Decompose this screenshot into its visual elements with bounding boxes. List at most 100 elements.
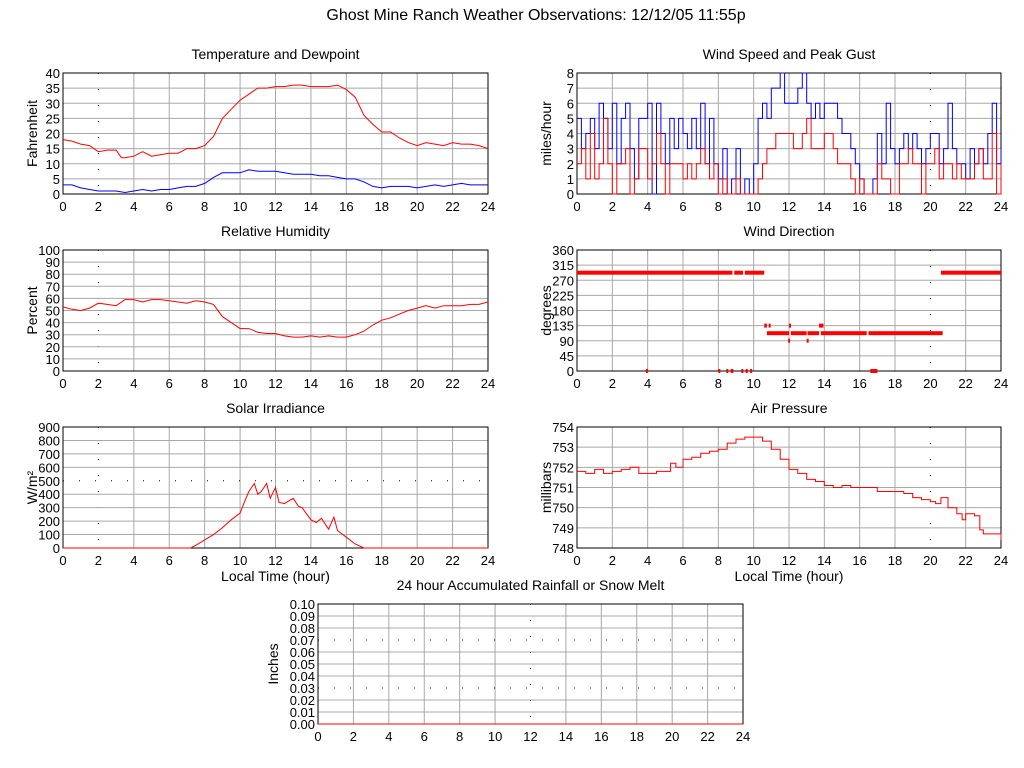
y-tick-label: 700	[38, 447, 60, 462]
series-line-peak-gust	[577, 72, 1002, 195]
y-tick-label: 225	[552, 288, 574, 303]
y-tick-label: 40	[46, 66, 60, 81]
x-tick-label: 22	[958, 376, 972, 391]
y-tick-label: 754	[552, 420, 574, 435]
x-tick-label: 18	[888, 553, 902, 568]
y-tick-label: 400	[38, 487, 60, 502]
y-axis-label: millibars	[538, 462, 554, 513]
wind-direction-mark	[741, 369, 744, 373]
y-tick-label: 35	[46, 81, 60, 96]
x-tick-label: 14	[304, 376, 318, 391]
y-tick-label: 753	[552, 440, 574, 455]
x-tick-label: 10	[233, 199, 247, 214]
y-tick-label: 20	[46, 340, 60, 355]
wind-direction-mark	[726, 369, 729, 373]
x-tick-label: 8	[715, 376, 722, 391]
series-line-temperature	[62, 84, 489, 159]
x-tick-label: 12	[268, 553, 282, 568]
chart-rainfall: 24 hour Accumulated Rainfall or Snow Mel…	[265, 577, 750, 744]
wind-direction-mark	[788, 338, 791, 343]
x-tick-label: 0	[59, 553, 66, 568]
plot-frame	[62, 249, 489, 372]
x-tick-label: 10	[233, 553, 247, 568]
x-tick-label: 10	[233, 376, 247, 391]
x-tick-label: 10	[746, 376, 760, 391]
y-tick-label: 5	[567, 111, 574, 126]
x-axis-label: Local Time (hour)	[735, 568, 844, 584]
wind-direction-mark	[734, 270, 744, 275]
x-tick-label: 0	[59, 376, 66, 391]
y-tick-label: 5	[53, 172, 60, 187]
wind-direction-mark	[730, 369, 734, 373]
y-tick-label: 100	[38, 243, 60, 258]
y-axis-label: W/m²	[24, 470, 40, 504]
y-tick-label: 0	[53, 541, 60, 556]
x-tick-label: 20	[923, 199, 937, 214]
x-tick-label: 20	[923, 553, 937, 568]
x-tick-label: 20	[410, 553, 424, 568]
y-tick-label: 752	[552, 460, 574, 475]
x-tick-label: 2	[350, 729, 357, 744]
y-tick-label: 20	[46, 127, 60, 142]
series-line-air-pressure	[577, 436, 1002, 540]
x-tick-label: 20	[923, 376, 937, 391]
y-tick-label: 749	[552, 521, 574, 536]
chart-title: Temperature and Dewpoint	[191, 46, 359, 62]
chart-title: Air Pressure	[750, 400, 827, 416]
plot-frame	[576, 72, 1002, 195]
y-tick-label: 4	[567, 127, 574, 142]
x-tick-label: 4	[644, 199, 651, 214]
x-tick-label: 0	[573, 376, 580, 391]
series-line-wind-speed	[577, 117, 1002, 195]
x-tick-label: 0	[573, 199, 580, 214]
y-tick-label: 6	[567, 96, 574, 111]
x-tick-label: 4	[130, 553, 137, 568]
chart-title: 24 hour Accumulated Rainfall or Snow Mel…	[397, 577, 665, 593]
page-title: Ghost Mine Ranch Weather Observations: 1…	[326, 7, 746, 24]
x-tick-label: 12	[782, 376, 796, 391]
chart-title: Relative Humidity	[221, 223, 330, 239]
x-tick-label: 24	[481, 199, 495, 214]
x-tick-label: 16	[339, 199, 353, 214]
x-tick-label: 2	[609, 553, 616, 568]
y-tick-label: 0.07	[290, 633, 315, 648]
x-tick-label: 22	[958, 553, 972, 568]
y-tick-label: 40	[46, 316, 60, 331]
x-tick-label: 8	[456, 729, 463, 744]
y-tick-label: 748	[552, 541, 574, 556]
y-tick-label: 751	[552, 481, 574, 496]
x-tick-label: 12	[268, 199, 282, 214]
chart-title: Solar Irradiance	[226, 400, 325, 416]
y-tick-label: 360	[552, 243, 574, 258]
wind-direction-mark	[768, 323, 771, 328]
y-tick-label: 300	[38, 501, 60, 516]
y-tick-label: 10	[46, 352, 60, 367]
y-tick-label: 0.05	[290, 657, 315, 672]
x-tick-label: 8	[715, 553, 722, 568]
y-tick-label: 750	[552, 501, 574, 516]
x-tick-label: 2	[609, 376, 616, 391]
x-tick-label: 22	[445, 553, 459, 568]
x-tick-label: 12	[782, 199, 796, 214]
y-axis-label: degrees	[538, 285, 554, 336]
x-tick-label: 6	[166, 376, 173, 391]
y-tick-label: 25	[46, 111, 60, 126]
x-tick-label: 12	[782, 553, 796, 568]
x-tick-label: 6	[679, 199, 686, 214]
x-tick-label: 14	[304, 553, 318, 568]
wind-direction-mark	[750, 369, 753, 373]
y-tick-label: 0	[567, 187, 574, 202]
y-tick-label: 70	[46, 279, 60, 294]
x-tick-label: 16	[339, 376, 353, 391]
x-tick-label: 16	[852, 199, 866, 214]
wind-direction-mark	[764, 323, 767, 328]
y-axis-label: Fahrenheit	[24, 100, 40, 167]
x-tick-label: 22	[445, 199, 459, 214]
y-tick-label: 0.03	[290, 681, 315, 696]
x-tick-label: 20	[410, 199, 424, 214]
wind-direction-mark	[790, 331, 807, 336]
